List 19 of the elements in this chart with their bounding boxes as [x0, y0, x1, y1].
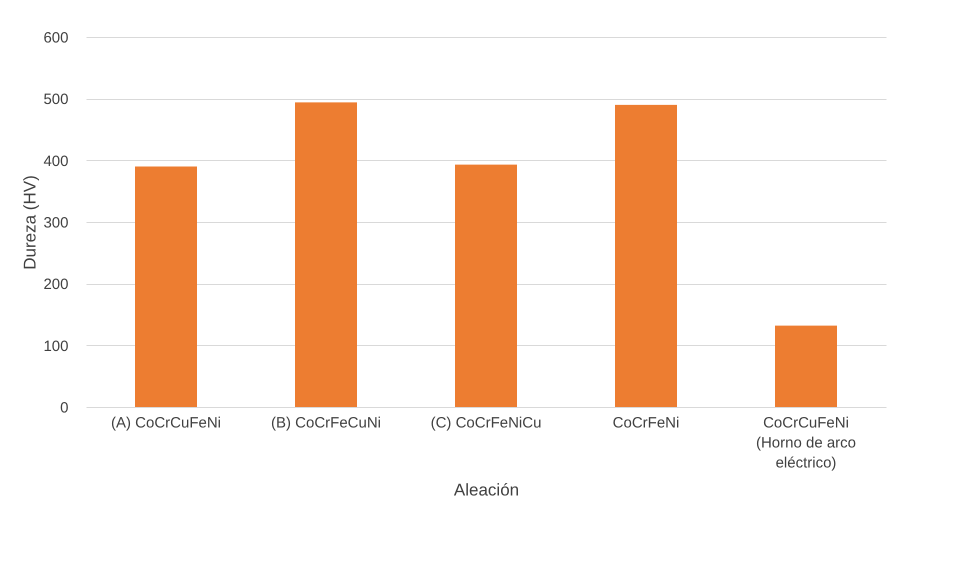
- x-tick-label: (B) CoCrFeCuNi: [270, 414, 382, 432]
- x-axis-title: Aleación: [454, 480, 520, 500]
- x-tick-label: (C) CoCrFeNiCu: [430, 414, 542, 432]
- y-tick-label: 600: [43, 30, 68, 46]
- bar: [295, 102, 357, 407]
- bar: [135, 166, 197, 407]
- y-tick-label: 500: [43, 91, 68, 108]
- x-tick-label: (A) CoCrCuFeNi: [110, 414, 222, 432]
- y-tick-label: 300: [43, 214, 68, 232]
- bar: [775, 326, 837, 407]
- y-tick-label: 200: [43, 276, 68, 294]
- x-tick-label: CoCrCuFeNi (Horno de arco eléctrico): [756, 414, 856, 472]
- bar: [455, 164, 517, 407]
- y-tick-label: 400: [43, 152, 68, 170]
- y-tick-label: 0: [60, 400, 68, 416]
- y-axis-title: Dureza (HV): [20, 175, 40, 270]
- x-tick-label: CoCrFeNi: [612, 414, 680, 432]
- y-tick-label: 100: [43, 338, 68, 355]
- bar: [615, 104, 677, 407]
